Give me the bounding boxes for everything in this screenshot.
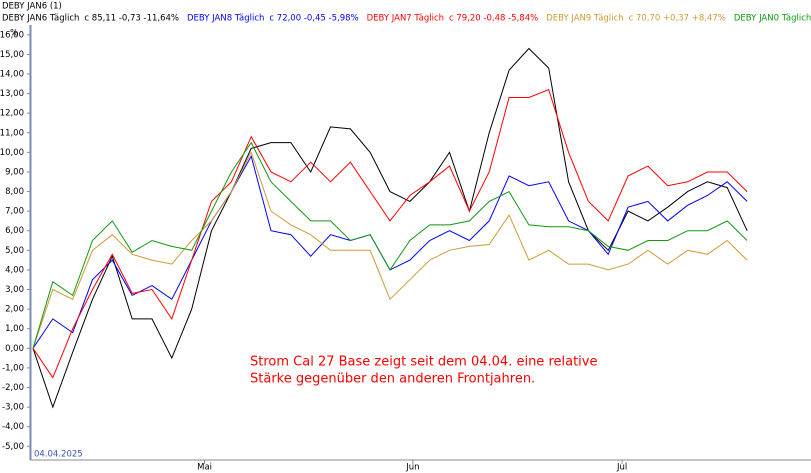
y-tick-label: 9,00	[5, 167, 24, 177]
y-tick-label: 1,00	[5, 324, 24, 334]
y-tick-label: 3,00	[5, 285, 24, 295]
y-tick-label: 14,00	[0, 69, 24, 79]
y-tick-label: 7,00	[5, 207, 24, 217]
y-tick-label: 12,00	[0, 109, 24, 119]
legend-name: DEBY JAN7 Täglich	[367, 14, 444, 24]
start-label: 04.04.2025	[34, 450, 83, 460]
legend-name: DEBY JAN8 Täglich	[187, 14, 264, 24]
x-tick-label: Jul	[616, 463, 627, 473]
y-tick-label: 4,00	[5, 265, 24, 275]
y-tick-label: 5,00	[5, 246, 24, 256]
x-tick-label: Jun	[405, 463, 419, 473]
legend-info: c 70,70 +0,37 +8,47%	[629, 14, 726, 24]
annotation: Stärke gegenüber den anderen Frontjahren…	[250, 372, 535, 387]
y-tick-label: 10,00	[0, 148, 24, 158]
y-tick-label: 16,00	[0, 30, 24, 40]
y-tick-label: 8,00	[5, 187, 24, 197]
y-unit: %	[10, 29, 18, 39]
y-tick-label: -2,00	[2, 383, 24, 393]
series-line	[32, 141, 748, 349]
y-tick-label: -1,00	[2, 363, 24, 373]
legend-name: DEBY JAN9 Täglich	[546, 14, 623, 24]
annotation: Strom Cal 27 Base zeigt seit dem 04.04. …	[250, 355, 597, 370]
legend-name: DEBY JAN6 Täglich	[2, 14, 79, 24]
legend-name: DEBY JAN0 Täglich	[734, 14, 811, 24]
series-line	[32, 89, 748, 379]
y-tick-label: 11,00	[0, 128, 24, 138]
chart-title: DEBY JAN6 (1)	[2, 2, 62, 12]
y-tick-label: 13,00	[0, 89, 24, 99]
x-tick-label: Mai	[197, 463, 212, 473]
y-tick-label: -5,00	[2, 442, 24, 452]
y-tick-label: -3,00	[2, 403, 24, 413]
y-tick-label: 2,00	[5, 305, 24, 315]
y-tick-label: -4,00	[2, 422, 24, 432]
legend-info: c 79,20 -0,48 -5,84%	[449, 14, 538, 24]
series-line	[32, 47, 748, 409]
y-tick-label: 6,00	[5, 226, 24, 236]
legend-info: c 72,00 -0,45 -5,98%	[269, 14, 358, 24]
y-tick-label: 15,00	[0, 50, 24, 60]
series-line	[32, 151, 748, 349]
y-tick-label: 0,00	[5, 344, 24, 354]
legend-info: c 85,11 -0,73 -11,64%	[84, 14, 179, 24]
